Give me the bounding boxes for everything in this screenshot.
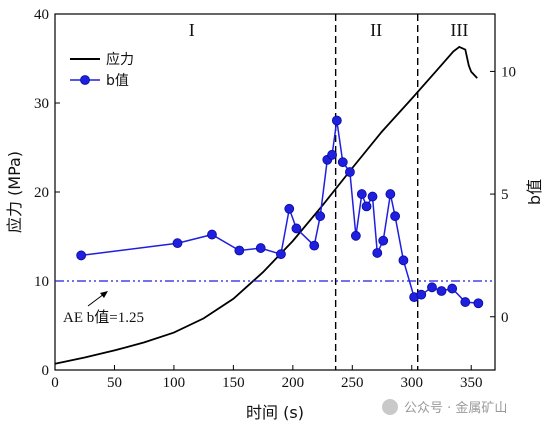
- b-value-point: [427, 282, 437, 293]
- x-tick-label: 300: [401, 375, 424, 391]
- x-tick-label: 0: [51, 375, 59, 391]
- x-tick-label: 350: [460, 375, 483, 391]
- b-value-point: [460, 297, 471, 307]
- b-value-point: [291, 223, 302, 234]
- watermark-text: 公众号 · 金属矿山: [404, 400, 507, 416]
- b-value-line: [81, 120, 479, 305]
- y-left-tick-label: 40: [34, 7, 49, 23]
- x-tick-label: 100: [163, 375, 186, 391]
- y-left-tick-label: 20: [34, 185, 49, 201]
- y-axis-right-title: b值: [525, 179, 544, 205]
- b-value-point: [390, 211, 401, 222]
- x-tick-label: 200: [282, 375, 305, 391]
- b-value-point: [356, 189, 367, 199]
- b-value-point: [398, 255, 409, 266]
- b-value-point: [345, 167, 355, 177]
- legend-b-label: b值: [106, 73, 129, 89]
- b-value-point: [436, 286, 447, 296]
- region-label: I: [189, 20, 195, 40]
- y-axis-left-title: 应力 (MPa): [5, 151, 24, 233]
- b-value-point: [385, 189, 396, 199]
- b-value-point: [234, 245, 245, 256]
- stress-line: [54, 45, 478, 365]
- y-left-tick-label: 10: [34, 274, 49, 290]
- legend-b-swatch-marker: [80, 75, 90, 85]
- region-label: II: [370, 20, 382, 40]
- legend: 应力 b值: [70, 51, 134, 89]
- b-value-point: [350, 230, 361, 241]
- b-value-point: [309, 240, 320, 251]
- b-value-point: [327, 149, 337, 160]
- b-value-point: [378, 235, 389, 246]
- y-left-tick-label: 0: [42, 363, 50, 379]
- series-layer: I II III: [54, 14, 484, 370]
- watermark: 公众号 · 金属矿山: [382, 399, 507, 416]
- x-tick-label: 250: [341, 375, 364, 391]
- b-value-point: [76, 250, 87, 261]
- y-right-tick-label: 10: [501, 64, 516, 80]
- b-value-point: [207, 229, 217, 240]
- b-value-point: [473, 298, 484, 309]
- b-value-point: [255, 243, 266, 253]
- b-value-point: [276, 249, 286, 260]
- annotation-arrow-head: [100, 291, 108, 298]
- y-right-tick-label: 5: [501, 187, 509, 203]
- b-value-point: [331, 115, 342, 126]
- b-value-point: [372, 248, 383, 258]
- x-tick-label: 50: [107, 375, 122, 391]
- b-value-point: [367, 191, 378, 202]
- wechat-icon: [382, 399, 398, 415]
- b-value-point: [172, 238, 183, 249]
- b-value-point: [361, 201, 372, 212]
- legend-stress-label: 应力: [106, 51, 134, 68]
- annotation-layer: AE b值=1.25: [55, 280, 495, 326]
- b-value-point: [447, 283, 458, 294]
- annotation-text: AE b值=1.25: [63, 309, 144, 326]
- y-right-tick-label: 0: [501, 310, 509, 326]
- x-tick-label: 150: [222, 375, 245, 391]
- x-axis-title: 时间 (s): [246, 403, 304, 422]
- annotation-arrow: [87, 293, 105, 307]
- b-value-point: [416, 289, 427, 300]
- region-label: III: [450, 20, 468, 40]
- b-value-point: [315, 211, 326, 222]
- y-left-tick-label: 30: [34, 96, 49, 112]
- b-value-point: [337, 157, 348, 168]
- b-value-point: [284, 203, 295, 214]
